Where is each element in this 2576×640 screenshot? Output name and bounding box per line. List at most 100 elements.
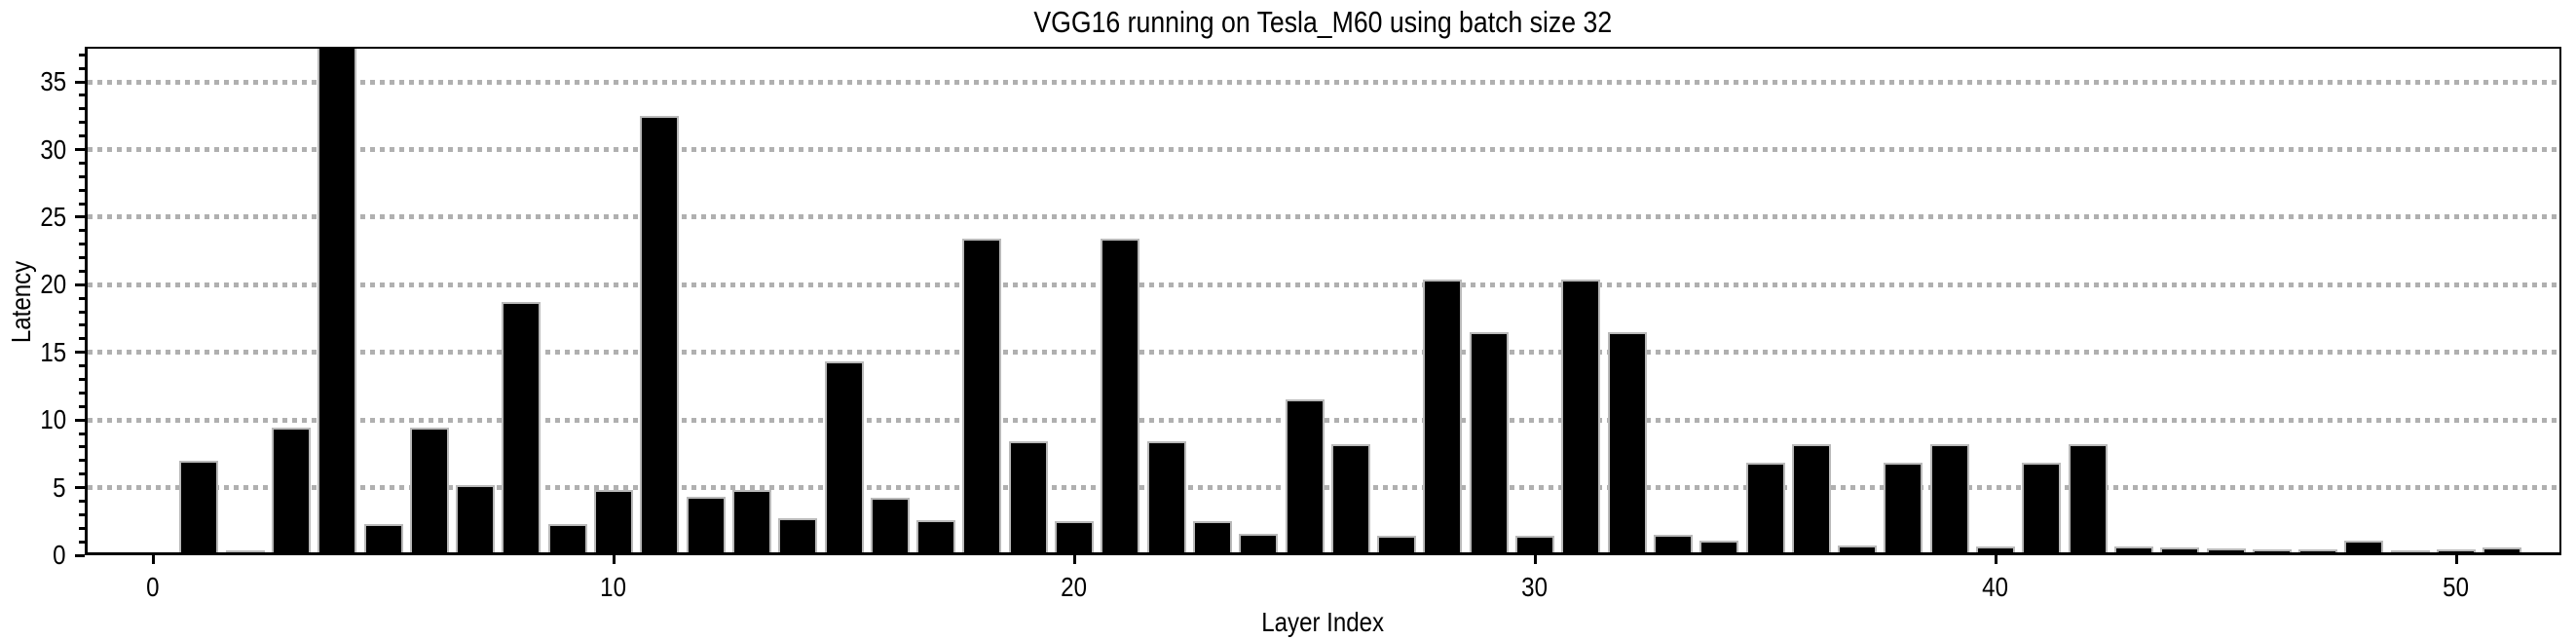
- y-minor-tick-9: [79, 432, 85, 435]
- bar-layer-30: [1515, 536, 1554, 552]
- bar-layer-4: [317, 49, 357, 552]
- bar-layer-35: [1745, 463, 1785, 552]
- y-minor-tick-19: [79, 296, 85, 300]
- x-major-tick-30: [1533, 555, 1537, 564]
- y-minor-tick-11: [79, 404, 85, 408]
- y-minor-tick-28: [79, 174, 85, 178]
- y-minor-tick-23: [79, 243, 85, 246]
- y-tick-label-text: 20: [40, 269, 66, 300]
- bar-layer-16: [870, 498, 910, 552]
- x-major-tick-0: [151, 555, 155, 564]
- x-tick-label-10: 10: [570, 573, 657, 602]
- bar-layer-7: [456, 484, 496, 552]
- gridline-y-20: [88, 282, 2559, 287]
- bar-layer-36: [1791, 443, 1831, 552]
- bar-layer-49: [2390, 549, 2430, 552]
- y-minor-tick-6: [79, 472, 85, 476]
- bar-layer-48: [2344, 540, 2384, 552]
- bar-layer-29: [1469, 331, 1509, 552]
- bar-layer-40: [1976, 546, 2015, 552]
- y-tick-label-text: 0: [53, 540, 66, 570]
- y-major-tick-5: [75, 486, 85, 490]
- y-minor-tick-17: [79, 323, 85, 327]
- bar-layer-50: [2437, 549, 2476, 552]
- y-tick-label-text: 10: [40, 404, 66, 435]
- bar-layer-9: [547, 523, 587, 552]
- y-minor-tick-34: [79, 94, 85, 97]
- y-tick-label-20: 20: [6, 270, 66, 299]
- y-major-tick-20: [75, 282, 85, 286]
- x-major-tick-50: [2454, 555, 2458, 564]
- bar-layer-19: [1008, 441, 1048, 552]
- y-minor-tick-1: [79, 540, 85, 544]
- x-tick-label-text: 30: [1521, 572, 1549, 602]
- y-minor-tick-4: [79, 499, 85, 503]
- x-tick-label-0: 0: [109, 573, 197, 602]
- bar-layer-17: [916, 519, 956, 552]
- chart-title: VGG16 running on Tesla_M60 using batch s…: [85, 4, 2561, 41]
- bar-layer-20: [1055, 521, 1094, 552]
- gridline-y-25: [88, 214, 2559, 220]
- bar-layer-12: [686, 497, 726, 552]
- y-minor-tick-31: [79, 134, 85, 138]
- y-minor-tick-13: [79, 378, 85, 382]
- y-major-tick-0: [75, 553, 85, 557]
- bar-layer-47: [2298, 549, 2338, 552]
- y-minor-tick-26: [79, 202, 85, 206]
- gridline-y-15: [88, 350, 2559, 356]
- bar-layer-15: [824, 361, 864, 552]
- bar-layer-51: [2483, 547, 2522, 552]
- y-minor-tick-18: [79, 310, 85, 314]
- y-minor-tick-12: [79, 391, 85, 395]
- bar-layer-32: [1607, 331, 1647, 552]
- y-minor-tick-22: [79, 256, 85, 260]
- bar-layer-18: [962, 238, 1002, 552]
- bar-layer-31: [1561, 279, 1601, 552]
- bar-layer-8: [502, 302, 541, 552]
- x-tick-label-30: 30: [1491, 573, 1579, 602]
- bar-layer-28: [1423, 279, 1463, 552]
- gridline-y-35: [88, 79, 2559, 85]
- x-axis-label: Layer Index: [85, 608, 2561, 637]
- y-minor-tick-33: [79, 107, 85, 111]
- bar-layer-24: [1239, 533, 1279, 552]
- y-tick-label-text: 25: [40, 201, 66, 232]
- y-major-tick-30: [75, 148, 85, 151]
- bar-layer-22: [1146, 441, 1186, 552]
- y-minor-tick-36: [79, 66, 85, 70]
- y-minor-tick-29: [79, 161, 85, 165]
- y-minor-tick-16: [79, 337, 85, 341]
- bar-layer-11: [640, 115, 680, 552]
- y-minor-tick-2: [79, 526, 85, 530]
- bar-layer-3: [271, 428, 311, 552]
- plot-area: [85, 47, 2561, 555]
- x-tick-label-50: 50: [2412, 573, 2500, 602]
- x-tick-label-text: 0: [146, 572, 160, 602]
- chart-title-text: VGG16 running on Tesla_M60 using batch s…: [1033, 5, 1613, 39]
- x-tick-label-text: 20: [1061, 572, 1088, 602]
- y-tick-label-5: 5: [6, 472, 66, 503]
- x-tick-label-text: 40: [1982, 572, 2009, 602]
- bar-layer-33: [1653, 534, 1693, 552]
- y-tick-label-15: 15: [6, 337, 66, 367]
- bar-layer-10: [594, 490, 633, 552]
- x-tick-label-40: 40: [1952, 573, 2039, 602]
- y-minor-tick-37: [79, 53, 85, 56]
- y-minor-tick-21: [79, 269, 85, 273]
- y-major-tick-35: [75, 80, 85, 84]
- bar-layer-41: [2022, 463, 2062, 552]
- y-minor-tick-3: [79, 512, 85, 516]
- y-tick-label-10: 10: [6, 405, 66, 434]
- bar-layer-45: [2206, 547, 2246, 552]
- y-minor-tick-14: [79, 364, 85, 368]
- bar-layer-6: [409, 428, 449, 552]
- bar-layer-37: [1838, 546, 1878, 552]
- bar-layer-26: [1330, 443, 1370, 552]
- bar-layer-43: [2113, 546, 2153, 552]
- y-major-tick-25: [75, 215, 85, 219]
- y-major-tick-10: [75, 418, 85, 422]
- x-tick-label-text: 50: [2443, 572, 2470, 602]
- y-major-tick-15: [75, 351, 85, 355]
- bar-layer-1: [179, 460, 219, 552]
